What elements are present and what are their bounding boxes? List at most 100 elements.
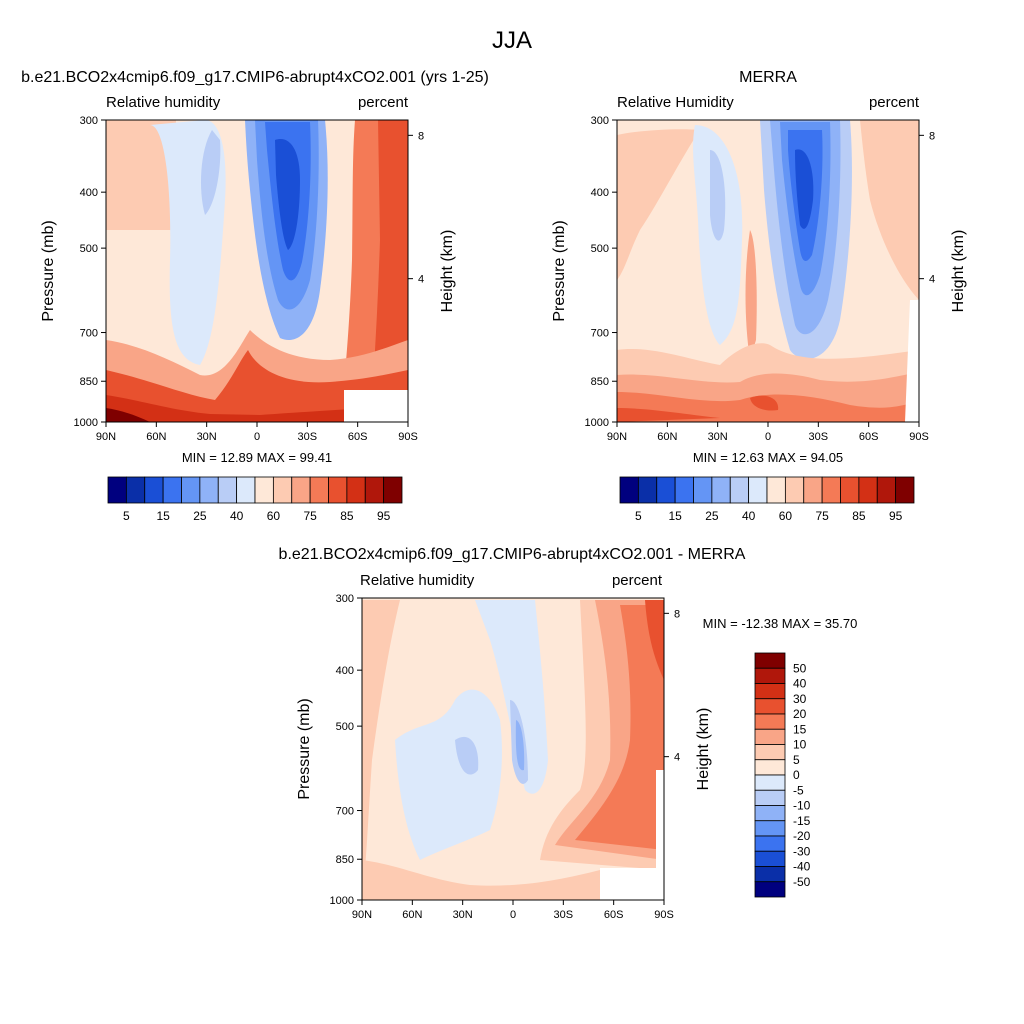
colorbar-swatch xyxy=(821,476,841,504)
panel-model: b.e21.BCO2x4cmip6.f09_g17.CMIP6-abrupt4x… xyxy=(21,69,489,523)
x-tick-label: 60N xyxy=(657,431,677,443)
panel-model-right-label: percent xyxy=(358,94,409,111)
colorbar-tick-label: 15 xyxy=(793,722,807,736)
panel-diff-stats: MIN = -12.38 MAX = 35.70 xyxy=(703,616,858,631)
x-tick-label: 60S xyxy=(604,909,624,921)
panel-diff-right-label: percent xyxy=(612,572,663,589)
field-contour-nh-upper-moist xyxy=(617,129,700,280)
y-tick-label: 1000 xyxy=(585,417,609,429)
colorbar-swatch xyxy=(674,476,694,504)
colorbar-swatch xyxy=(754,866,786,883)
season-title: JJA xyxy=(492,27,532,54)
field-contour-surface-positive xyxy=(362,860,600,900)
colorbar-swatch xyxy=(754,774,786,791)
height-tick-label: 8 xyxy=(929,130,935,142)
y-tick-label: 300 xyxy=(80,115,98,127)
x-tick-label: 60N xyxy=(402,909,422,921)
field-contour-eq-negative xyxy=(475,600,548,794)
height-tick-label: 8 xyxy=(418,130,424,142)
colorbar-swatch xyxy=(803,476,823,504)
panel-model-axes: 300 400 500 700 850 1000 90N 60N 30N 0 30S 60S 90S 8 4… xyxy=(40,115,456,443)
x-tick-label: 90N xyxy=(352,909,372,921)
field-contour-sh-positive-higher xyxy=(575,605,664,850)
x-tick-label: 0 xyxy=(254,431,260,443)
panel-model-field xyxy=(106,120,408,422)
colorbar-tick-label: 5 xyxy=(793,753,800,767)
field-missing-topography xyxy=(600,868,664,900)
colorbar-tick-label: 40 xyxy=(793,677,807,691)
panel-obs-title: MERRA xyxy=(739,69,797,86)
colorbar-swatch xyxy=(754,759,786,776)
panel-obs-axes: 300 400 500 700 850 1000 90N 60N 30N 0 30S 60S 90S 8 4… xyxy=(551,115,967,443)
colorbar-tick-label: -40 xyxy=(793,860,811,874)
y-tick-label: 300 xyxy=(591,115,609,127)
colorbar-tick-label: 30 xyxy=(793,692,807,706)
colorbar-swatch xyxy=(236,476,256,504)
panel-model-title: b.e21.BCO2x4cmip6.f09_g17.CMIP6-abrupt4x… xyxy=(21,69,489,86)
colorbar-tick-label: 25 xyxy=(705,509,719,523)
colorbar-swatch xyxy=(754,744,786,761)
colorbar-swatch xyxy=(754,789,786,806)
colorbar-swatch xyxy=(656,476,676,504)
colorbar-swatch xyxy=(858,476,878,504)
panel-model-stats: MIN = 12.89 MAX = 99.41 xyxy=(182,450,332,465)
colorbar-swatch xyxy=(754,713,786,730)
y-tick-label: 850 xyxy=(591,376,609,388)
y-tick-label: 300 xyxy=(336,593,354,605)
field-contour-nh-drier xyxy=(200,130,221,215)
height-tick-label: 4 xyxy=(418,274,424,286)
y-tick-label: 700 xyxy=(336,806,354,818)
colorbar-swatch xyxy=(754,683,786,700)
colorbar-swatch xyxy=(199,476,219,504)
height-tick-label: 4 xyxy=(674,752,680,764)
x-tick-label: 30S xyxy=(554,909,574,921)
colorbar-tick-label: 60 xyxy=(267,509,281,523)
y-tick-label: 700 xyxy=(591,328,609,340)
colorbar-swatch xyxy=(144,476,164,504)
colorbar-tick-label: 95 xyxy=(889,509,903,523)
field-missing-polar xyxy=(656,770,664,868)
panel-obs: MERRA Relative Humidity percent 30040050… xyxy=(551,69,967,523)
colorbar-tick-label: 40 xyxy=(742,509,756,523)
panel-obs-colorbar: 5 15 25 40 60 75 85 95 xyxy=(619,476,915,523)
colorbar-swatch xyxy=(754,835,786,852)
field-contour-surface-max xyxy=(106,408,150,422)
height-axis-title: Height (km) xyxy=(695,708,712,791)
height-tick-label: 8 xyxy=(674,608,680,620)
y-tick-label: 1000 xyxy=(74,417,98,429)
y-tick-label: 500 xyxy=(80,243,98,255)
y-tick-label: 400 xyxy=(80,187,98,199)
height-axis-title: Height (km) xyxy=(439,230,456,313)
colorbar-swatch xyxy=(876,476,897,504)
field-contour-boundary-layer-moist xyxy=(106,350,408,422)
panel-obs-field xyxy=(617,120,919,422)
colorbar-swatch xyxy=(754,728,786,745)
height-tick-label: 4 xyxy=(929,274,935,286)
x-tick-label: 60N xyxy=(146,431,166,443)
x-tick-label: 90S xyxy=(654,909,674,921)
x-tick-label: 30N xyxy=(708,431,728,443)
colorbar-swatch xyxy=(346,476,366,504)
height-axis-title: Height (km) xyxy=(950,230,967,313)
y-tick-label: 1000 xyxy=(330,895,354,907)
panel-model-colorbar: 5 15 25 40 60 75 85 95 xyxy=(107,476,403,523)
colorbar-swatch xyxy=(784,476,805,504)
colorbar-swatch xyxy=(637,476,658,504)
colorbar-tick-label: 60 xyxy=(779,509,793,523)
colorbar-tick-label: 75 xyxy=(303,509,317,523)
colorbar-swatch xyxy=(383,476,403,504)
field-contour-sh-center xyxy=(795,149,814,229)
field-contour-nh-negative-core xyxy=(455,736,479,775)
x-tick-label: 90N xyxy=(607,431,627,443)
field-contour-nh-drier xyxy=(710,150,726,241)
colorbar-tick-label: -5 xyxy=(793,783,804,797)
field-contour-surface xyxy=(106,395,408,422)
field-contour-sh-upper-moist xyxy=(860,120,919,300)
colorbar-swatch xyxy=(729,476,750,504)
panel-diff-left-label: Relative humidity xyxy=(360,572,475,589)
panel-obs-left-label: Relative Humidity xyxy=(617,94,734,111)
colorbar-tick-label: 40 xyxy=(230,509,244,523)
x-tick-label: 90N xyxy=(96,431,116,443)
y-tick-label: 850 xyxy=(336,854,354,866)
x-tick-label: 90S xyxy=(909,431,929,443)
